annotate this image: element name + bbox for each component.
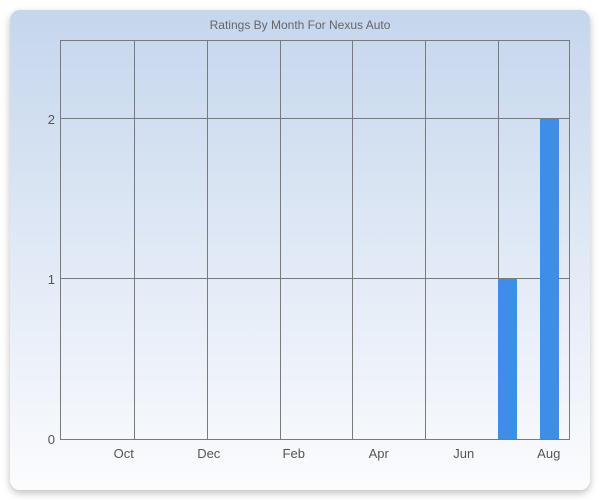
- y-axis-label: 1: [25, 272, 55, 287]
- ratings-chart: Ratings By Month For Nexus Auto 0 1 2 Oct De…: [10, 10, 590, 490]
- chart-title: Ratings By Month For Nexus Auto: [10, 10, 590, 32]
- y-axis-label: 0: [25, 432, 55, 447]
- grid-line-vertical: [134, 41, 135, 439]
- x-axis-label: Feb: [283, 446, 305, 461]
- x-axis-label: Oct: [114, 446, 134, 461]
- x-axis-label: Jun: [453, 446, 474, 461]
- bar: [498, 279, 517, 439]
- y-axis-label: 2: [25, 112, 55, 127]
- grid-line-vertical: [352, 41, 353, 439]
- grid-line-vertical: [280, 41, 281, 439]
- bar: [540, 119, 559, 439]
- x-axis-label: Apr: [369, 446, 389, 461]
- grid-line-horizontal: [61, 118, 569, 119]
- grid-line-vertical: [207, 41, 208, 439]
- x-axis-label: Dec: [197, 446, 220, 461]
- grid-line-vertical: [425, 41, 426, 439]
- x-axis-label: Aug: [537, 446, 560, 461]
- plot-area: [60, 40, 570, 440]
- grid-line-horizontal: [61, 278, 569, 279]
